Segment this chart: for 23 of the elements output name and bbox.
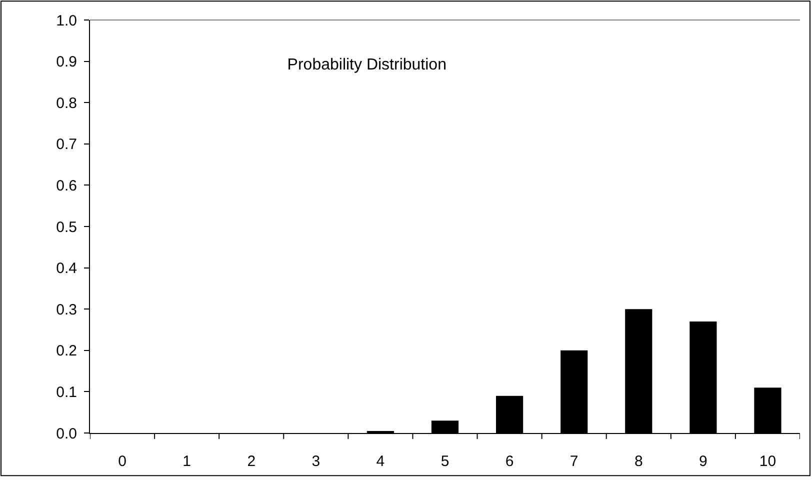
x-tick-label: 5 [440, 453, 450, 470]
x-tick-label: 0 [118, 453, 126, 470]
x-tick-label: 8 [634, 453, 643, 470]
y-tick-label: 1.0 [56, 12, 77, 30]
x-tick-label: 4 [376, 453, 385, 470]
y-tick-label: 0.4 [56, 260, 77, 278]
y-tick-label: 0.3 [56, 301, 77, 318]
x-tick-label: 9 [699, 453, 708, 470]
y-tick-label: 0.7 [56, 136, 77, 154]
y-tick-label: 0.5 [56, 218, 77, 236]
text: Probability Distribution [287, 56, 446, 74]
x-tick-label: 7 [570, 453, 578, 470]
x-tick-label: 10 [759, 453, 776, 470]
y-tick-label: 0.2 [56, 342, 77, 360]
y-tick-label: 0.1 [56, 384, 77, 401]
x-tick-label: 1 [182, 453, 191, 470]
y-tick-label: 0.9 [56, 54, 77, 71]
x-tick-label: 2 [247, 453, 256, 470]
y-tick-label: 0.6 [56, 177, 77, 194]
y-tick-label: 0.0 [56, 425, 77, 442]
x-tick-label: 6 [505, 453, 514, 470]
y-tick-label: 0.8 [56, 94, 77, 112]
x-tick-label: 3 [312, 453, 320, 470]
